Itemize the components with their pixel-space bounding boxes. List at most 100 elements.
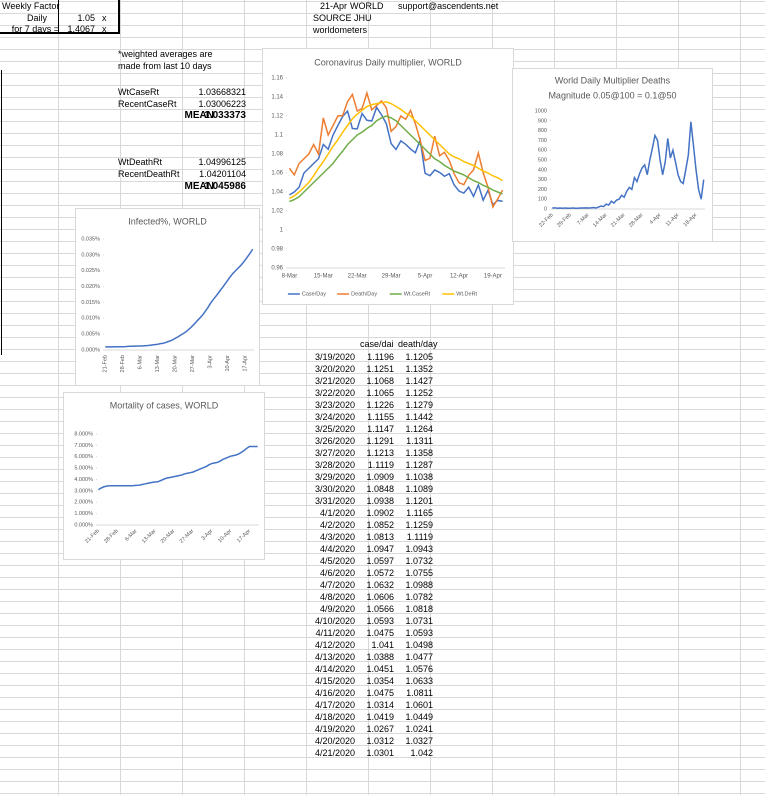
death-rate: 1.0818 (405, 604, 433, 614)
death-rate: 1.0988 (405, 580, 433, 590)
cell: worldometers (313, 25, 368, 35)
y-tick-label: 0.010% (81, 316, 100, 322)
date: 4/4/2020 (319, 544, 355, 554)
x-tick-label: 11-Apr (665, 212, 681, 228)
death-rate: 1.1264 (405, 424, 433, 434)
date: 4/5/2020 (319, 556, 355, 566)
x-tick-label: 10-Apr (225, 355, 231, 372)
death-rate: 1.0477 (405, 652, 433, 662)
chart-title: Infected%, WORLD (128, 216, 207, 226)
x-tick-label: 29-Mar (382, 274, 401, 280)
stat-value: 1.04996125 (198, 157, 246, 167)
death-rate: 1.1442 (405, 412, 433, 422)
legend-label: Death/Day (351, 291, 377, 297)
date: 4/11/2020 (315, 628, 355, 638)
legend-label: Wt.CaseRt (404, 291, 431, 297)
date: 4/16/2020 (314, 688, 355, 698)
case-rate: 1.0852 (366, 520, 394, 530)
case-rate: 1.0813 (366, 532, 394, 542)
chart-svg: World Daily Multiplier Deaths Magnitude 0… (535, 75, 705, 229)
x-tick-label: 28-Feb (120, 355, 126, 372)
cell: 1.05 (77, 13, 95, 23)
stat-label: RecentDeathRt (118, 169, 180, 179)
frame (0, 0, 120, 34)
y-tick-label: 1.000% (74, 511, 93, 517)
case-rate: 1.1196 (367, 352, 394, 362)
x-tick-label: 7-Mar (576, 212, 591, 227)
stat-value: 1.03006223 (198, 99, 246, 109)
x-tick-label: 21-Mar (610, 212, 627, 229)
data-line (288, 90, 504, 210)
x-tick-label: 6-Mar (124, 528, 139, 543)
data-line (289, 115, 503, 203)
y-tick-label: 4.000% (74, 477, 93, 483)
case-rate: 1.0597 (366, 556, 394, 566)
date: 4/21/2020 (314, 748, 355, 758)
cell: Daily (26, 13, 47, 23)
chart: Infected%, WORLD 0.000% 0.005% 0.010% 0.015%… (75, 208, 260, 386)
y-tick-label: 500 (538, 157, 547, 163)
date: 4/9/2020 (319, 604, 355, 614)
x-tick-label: 10-Apr (217, 528, 233, 544)
x-tick-label: 28-Mar (628, 212, 645, 229)
note: *weighted averages are (118, 49, 213, 59)
case-rate: 1.0909 (366, 472, 394, 482)
y-tick-label: 0.025% (81, 268, 100, 274)
cell: WORLD (350, 1, 384, 11)
case-rate: 1.0475 (366, 688, 394, 698)
death-rate: 1.1427 (405, 376, 433, 386)
cell: 21-Apr (319, 1, 347, 11)
stat-label: MEAN (184, 181, 214, 192)
y-tick-label: 400 (538, 167, 547, 173)
case-rate: 1.0947 (366, 544, 394, 554)
death-rate: 1.042 (410, 748, 433, 758)
case-rate: 1.1119 (367, 460, 394, 470)
x-tick-label: 17-Apr (236, 528, 252, 544)
y-tick-label: 2.000% (74, 500, 93, 506)
y-tick-label: 0.98 (271, 247, 283, 253)
y-tick-label: 0.000% (74, 522, 93, 528)
chart-title: World Daily Multiplier Deaths (555, 75, 671, 85)
cell: 1.4067 (67, 24, 95, 34)
chart-svg: Mortality of cases, WORLD 0.000% 1.000% 2.0… (74, 400, 259, 545)
case-rate: 1.041 (371, 640, 394, 650)
stat-value: 1.04201104 (199, 169, 246, 179)
case-rate: 1.0938 (366, 496, 394, 506)
cell: x (102, 13, 107, 23)
case-rate: 1.0566 (366, 604, 394, 614)
y-tick-label: 800 (538, 128, 547, 134)
x-tick-label: 5-Apr (418, 274, 433, 280)
death-rate: 1.0782 (405, 592, 433, 602)
x-tick-label: 21-Feb (103, 355, 109, 372)
cell: support@ascendents.net (398, 1, 499, 11)
date: 4/13/2020 (314, 652, 355, 662)
x-tick-label: 22-Feb (538, 212, 555, 229)
stat-label: MEAN (184, 110, 214, 121)
death-rate: 1.0811 (406, 688, 433, 698)
x-tick-label: 21-Feb (84, 528, 101, 545)
y-tick-label: 0.005% (81, 332, 100, 338)
death-rate: 1.1287 (405, 460, 433, 470)
y-tick-label: 1.06 (271, 171, 283, 177)
date: 3/23/2020 (314, 400, 355, 410)
x-tick-label: 22-Mar (348, 274, 367, 280)
date: 3/19/2020 (314, 352, 355, 362)
case-rate: 1.1065 (366, 388, 394, 398)
y-tick-label: 1.08 (271, 152, 283, 158)
date: 4/1/2020 (319, 508, 355, 518)
death-rate: 1.1252 (405, 388, 433, 398)
x-tick-label: 6-Mar (138, 355, 144, 370)
y-tick-label: 600 (538, 148, 547, 154)
date: 3/27/2020 (314, 448, 355, 458)
death-rate: 1.0731 (405, 616, 433, 626)
y-tick-label: 7.000% (74, 443, 93, 449)
y-tick-label: 0.000% (81, 347, 100, 353)
death-rate: 1.0593 (405, 628, 433, 638)
y-tick-label: 1.04 (271, 190, 283, 196)
case-rate: 1.0902 (366, 508, 394, 518)
death-rate: 1.1352 (405, 364, 433, 374)
death-rate: 1.0755 (405, 568, 433, 578)
chart-subtitle: Magnitude 0.05@100 = 0.1@50 (548, 90, 676, 100)
y-tick-label: 300 (538, 177, 547, 183)
